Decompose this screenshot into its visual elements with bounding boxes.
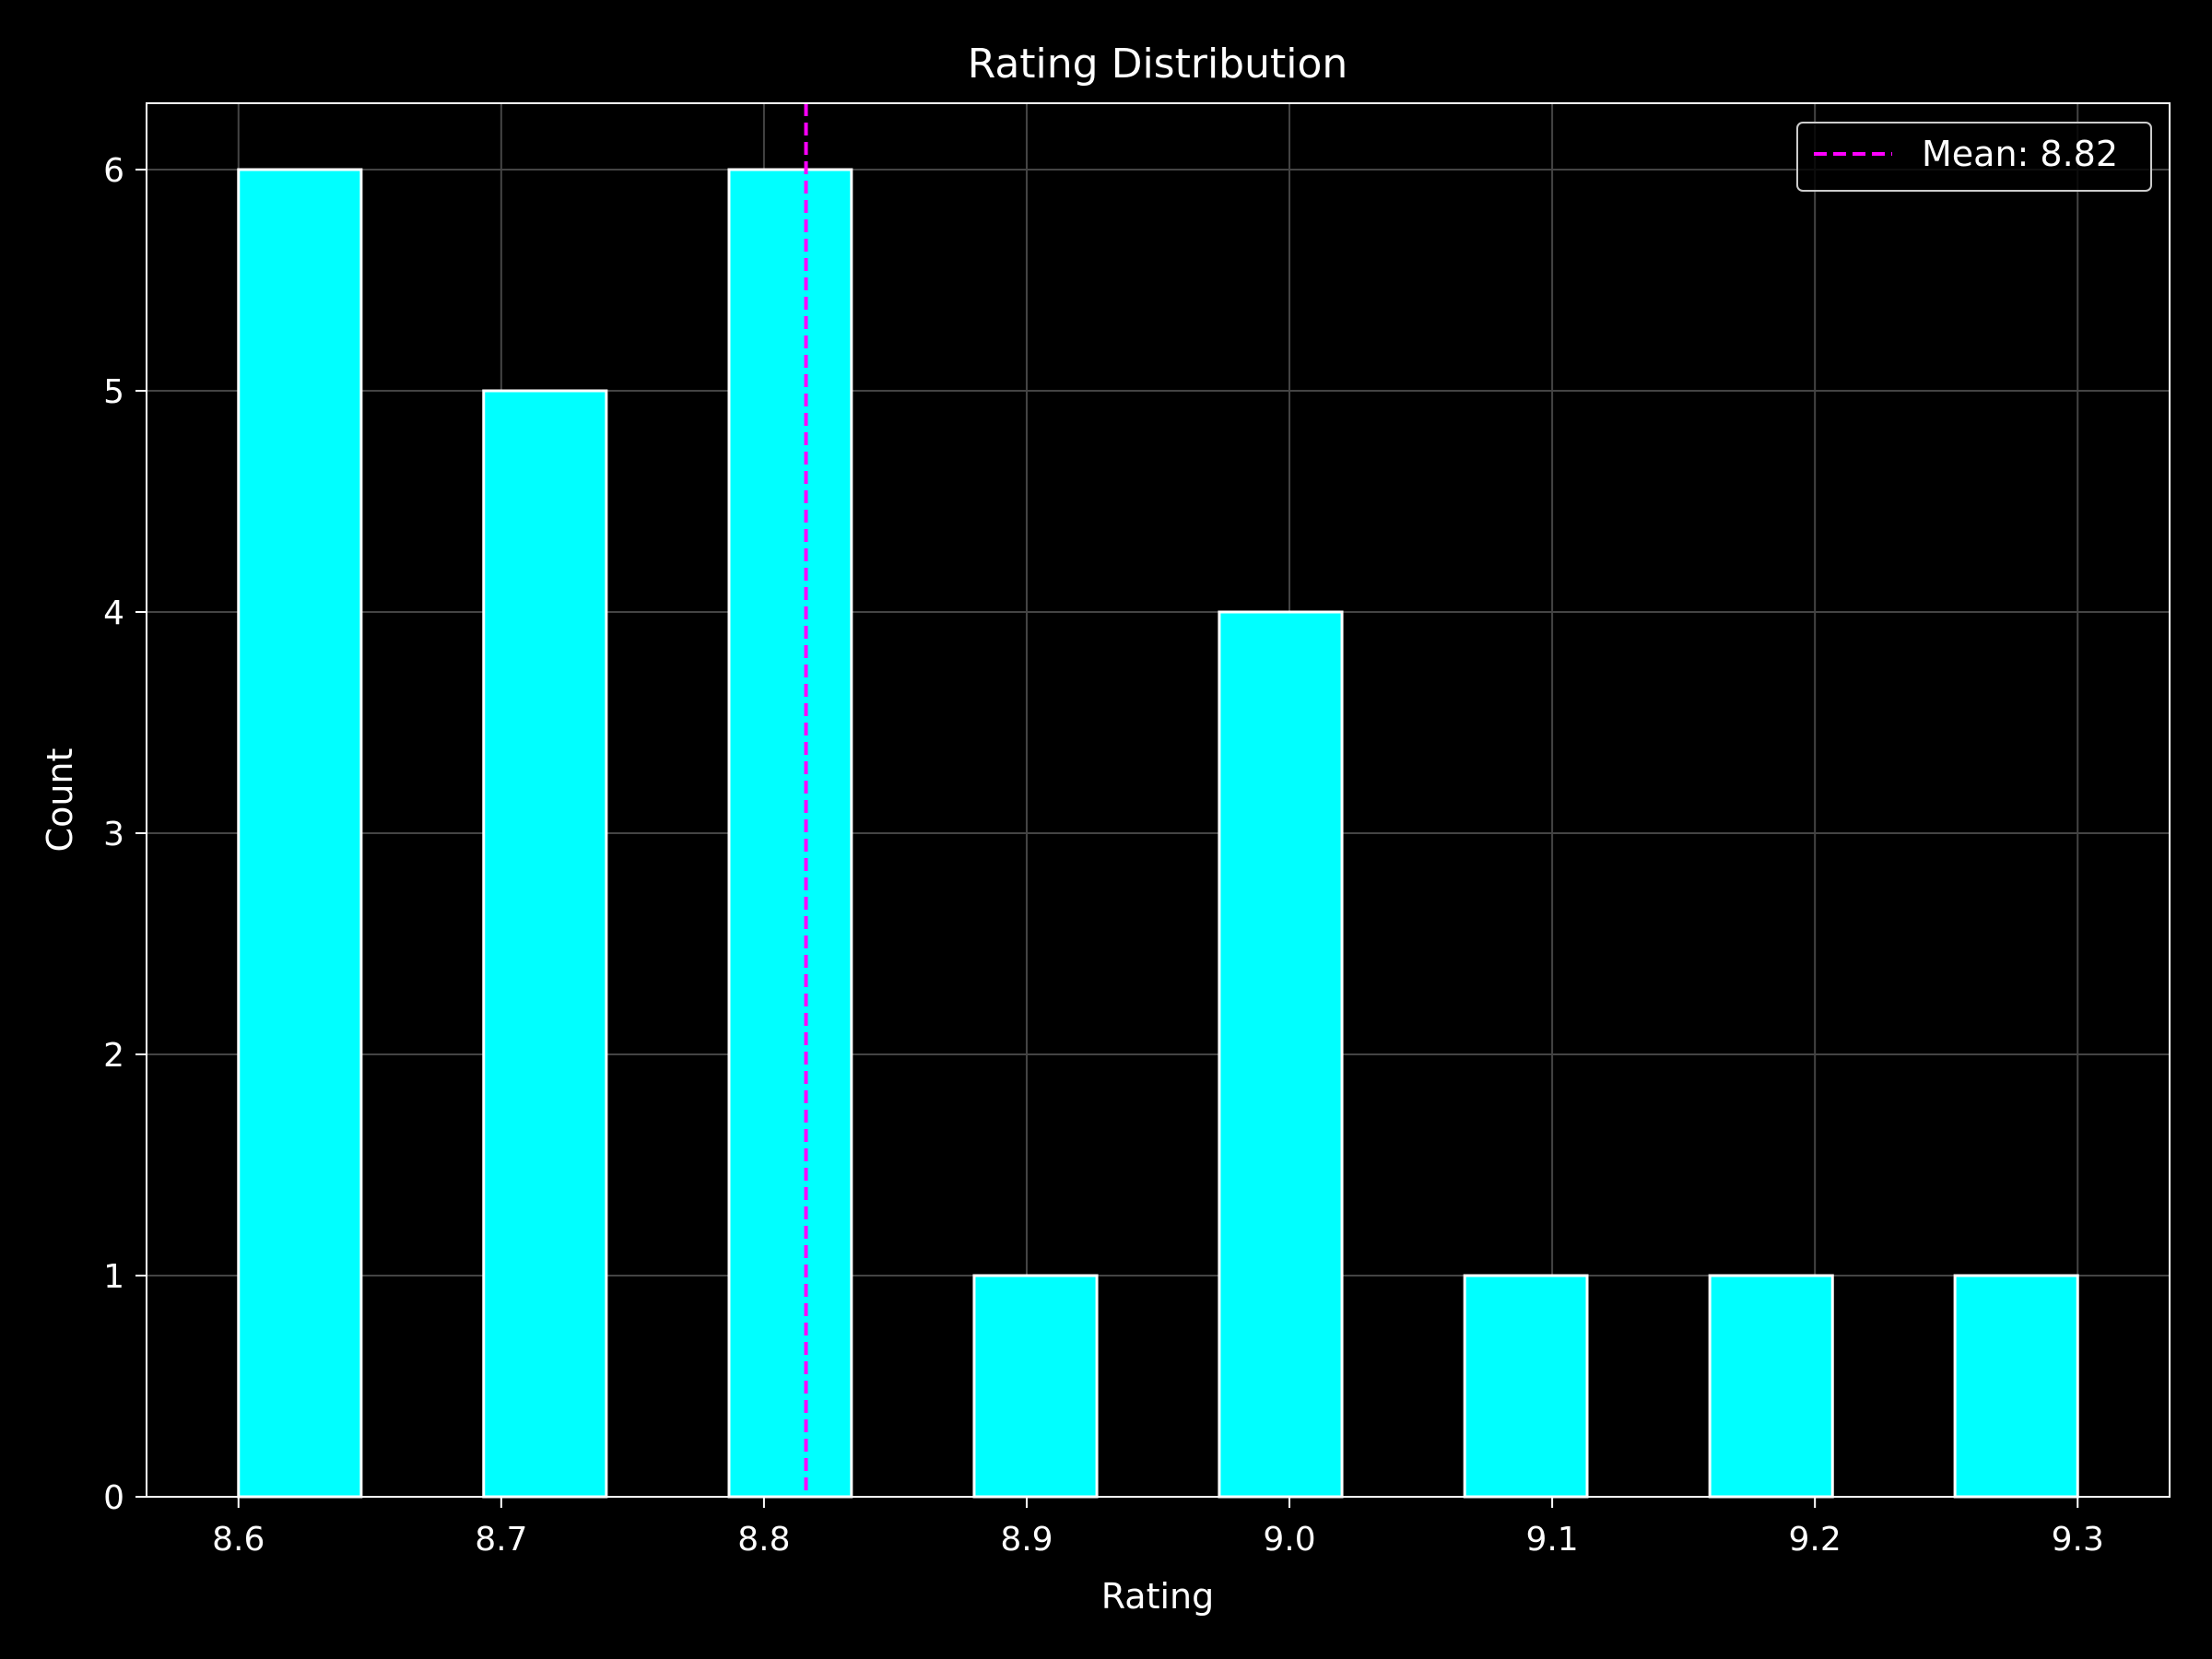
- x-tick-label: 9.2: [1789, 1521, 1841, 1559]
- axes-frame: [146, 102, 2171, 1498]
- y-tick-label: 3: [103, 816, 124, 853]
- y-tick-label: 4: [103, 594, 124, 632]
- y-tick-label: 5: [103, 373, 124, 411]
- chart-title: Rating Distribution: [968, 41, 1348, 88]
- legend-label: Mean: 8.82: [1922, 134, 2118, 174]
- histogram-bar: [972, 1274, 1099, 1499]
- histogram-bar: [1708, 1274, 1834, 1499]
- x-tick-label: 8.8: [737, 1521, 790, 1559]
- x-tick-label: 8.9: [1000, 1521, 1053, 1559]
- histogram-bar: [727, 168, 853, 1499]
- y-tick-label: 2: [103, 1037, 124, 1075]
- x-tick-label: 9.0: [1263, 1521, 1315, 1559]
- ticks-layer: 8.6 8.7 8.8 8.9 9.0 9.1 9.2 9.3 0 1 2 3 4 5 6: [103, 152, 2104, 1559]
- x-axis-label: Rating: [1101, 1576, 1215, 1617]
- x-tick-label: 8.6: [212, 1521, 265, 1559]
- grid-layer: [147, 103, 2170, 1498]
- histogram-bar: [237, 168, 363, 1499]
- legend-box: [1796, 122, 2152, 192]
- legend: Mean: 8.82: [1796, 122, 2152, 192]
- x-tick-label: 9.1: [1525, 1521, 1578, 1559]
- y-tick-label: 1: [103, 1258, 124, 1296]
- y-tick-label: 6: [103, 152, 124, 190]
- x-tick-label: 9.3: [2052, 1521, 2104, 1559]
- histogram-bar: [1463, 1274, 1589, 1499]
- histogram-bar: [482, 389, 608, 1499]
- x-tick-label: 8.7: [475, 1521, 527, 1559]
- histogram-bar: [1218, 610, 1344, 1499]
- histogram-bar: [1953, 1274, 2079, 1499]
- y-axis-label: Count: [40, 748, 80, 853]
- y-tick-label: 0: [103, 1479, 124, 1517]
- bars-layer: [237, 168, 2079, 1499]
